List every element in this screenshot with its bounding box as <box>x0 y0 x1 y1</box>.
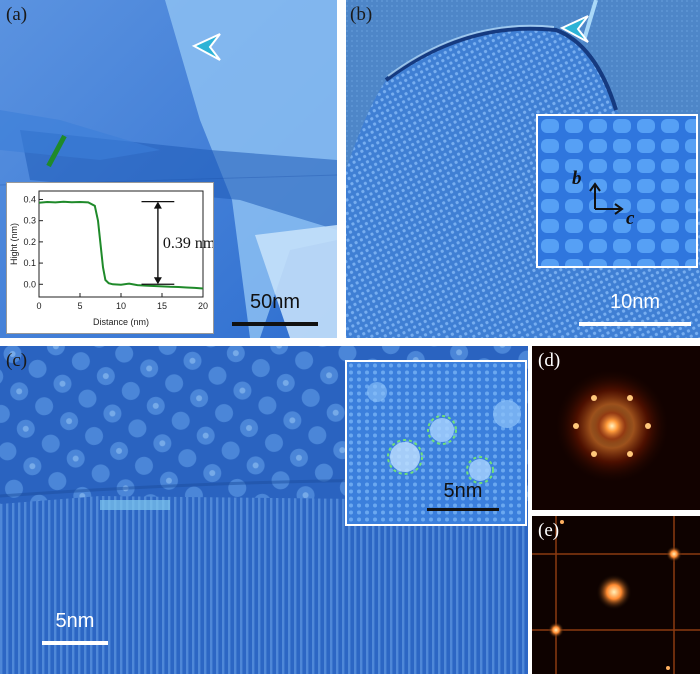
arrow-head-top <box>153 201 162 209</box>
height-profile-line <box>38 200 204 290</box>
x-tick-label: 0 <box>36 301 41 311</box>
arrowhead-marker-icon-b <box>559 15 589 43</box>
scale-bar-b <box>579 322 691 326</box>
panel-b: (b) b c 10nm <box>346 0 700 338</box>
step-height-annotation: 0.39 nm <box>163 235 213 252</box>
panel-e: (e) <box>532 516 700 674</box>
x-axis-label: Distance (nm) <box>93 317 149 327</box>
x-tick-label: 15 <box>157 301 167 311</box>
height-profile-chart: 0.0 0.1 0.2 0.3 0.4 0 5 10 15 20 0.39 nm Distanc… <box>9 190 216 327</box>
fft-image-d <box>532 346 700 510</box>
highlight-circle <box>466 456 494 484</box>
axis-label-b: b <box>572 168 582 189</box>
step-height-arrow <box>141 201 175 285</box>
x-tick-label: 20 <box>198 301 208 311</box>
inset-scale-bar-c <box>427 508 499 511</box>
scale-bar-a <box>232 322 318 326</box>
moire-inset-c: 5nm <box>345 360 527 526</box>
panel-b-label: (b) <box>350 4 373 25</box>
height-profile-inset: 0.0 0.1 0.2 0.3 0.4 0 5 10 15 20 0.39 nm Distanc… <box>6 182 216 334</box>
arrowhead-marker-icon <box>191 33 221 61</box>
panel-c-label: (c) <box>6 350 28 371</box>
y-tick-label: 0.2 <box>23 237 36 247</box>
panel-a-label: (a) <box>6 4 28 25</box>
x-tick-label: 10 <box>116 301 126 311</box>
panel-d-label: (d) <box>538 350 561 371</box>
scale-bar-c <box>42 641 108 645</box>
y-tick-label: 0.3 <box>23 216 36 226</box>
moire-inset-image <box>347 362 525 524</box>
scale-bar-b-label: 10nm <box>609 291 661 313</box>
highlight-circle <box>387 439 423 475</box>
inset-scale-bar-c-label: 5nm <box>443 480 483 502</box>
panel-d: (d) <box>532 346 700 510</box>
scale-bar-c-label: 5nm <box>55 610 95 632</box>
panel-a: (a) 0.0 0.1 0.2 0.3 0.4 0 5 10 15 20 0.39 nm Dis… <box>0 0 337 338</box>
fft-image-e <box>532 516 700 674</box>
panel-e-label: (e) <box>538 520 560 541</box>
arrow-head-bottom <box>153 277 162 285</box>
scale-bar-a-label: 50nm <box>249 291 301 313</box>
y-tick-label: 0.1 <box>23 258 36 268</box>
y-tick-label: 0.0 <box>23 279 36 289</box>
y-tick-label: 0.4 <box>23 194 36 204</box>
y-axis-label: Hight (nm) <box>9 223 19 265</box>
lattice-inset-image <box>538 116 696 266</box>
panel-c: (c) 5nm 5nm <box>0 346 528 674</box>
axis-arrows-icon <box>589 182 624 215</box>
axis-label-c: c <box>626 208 635 229</box>
highlight-circle <box>427 415 457 445</box>
x-tick-label: 5 <box>77 301 82 311</box>
lattice-inset-b: b c <box>536 114 698 268</box>
